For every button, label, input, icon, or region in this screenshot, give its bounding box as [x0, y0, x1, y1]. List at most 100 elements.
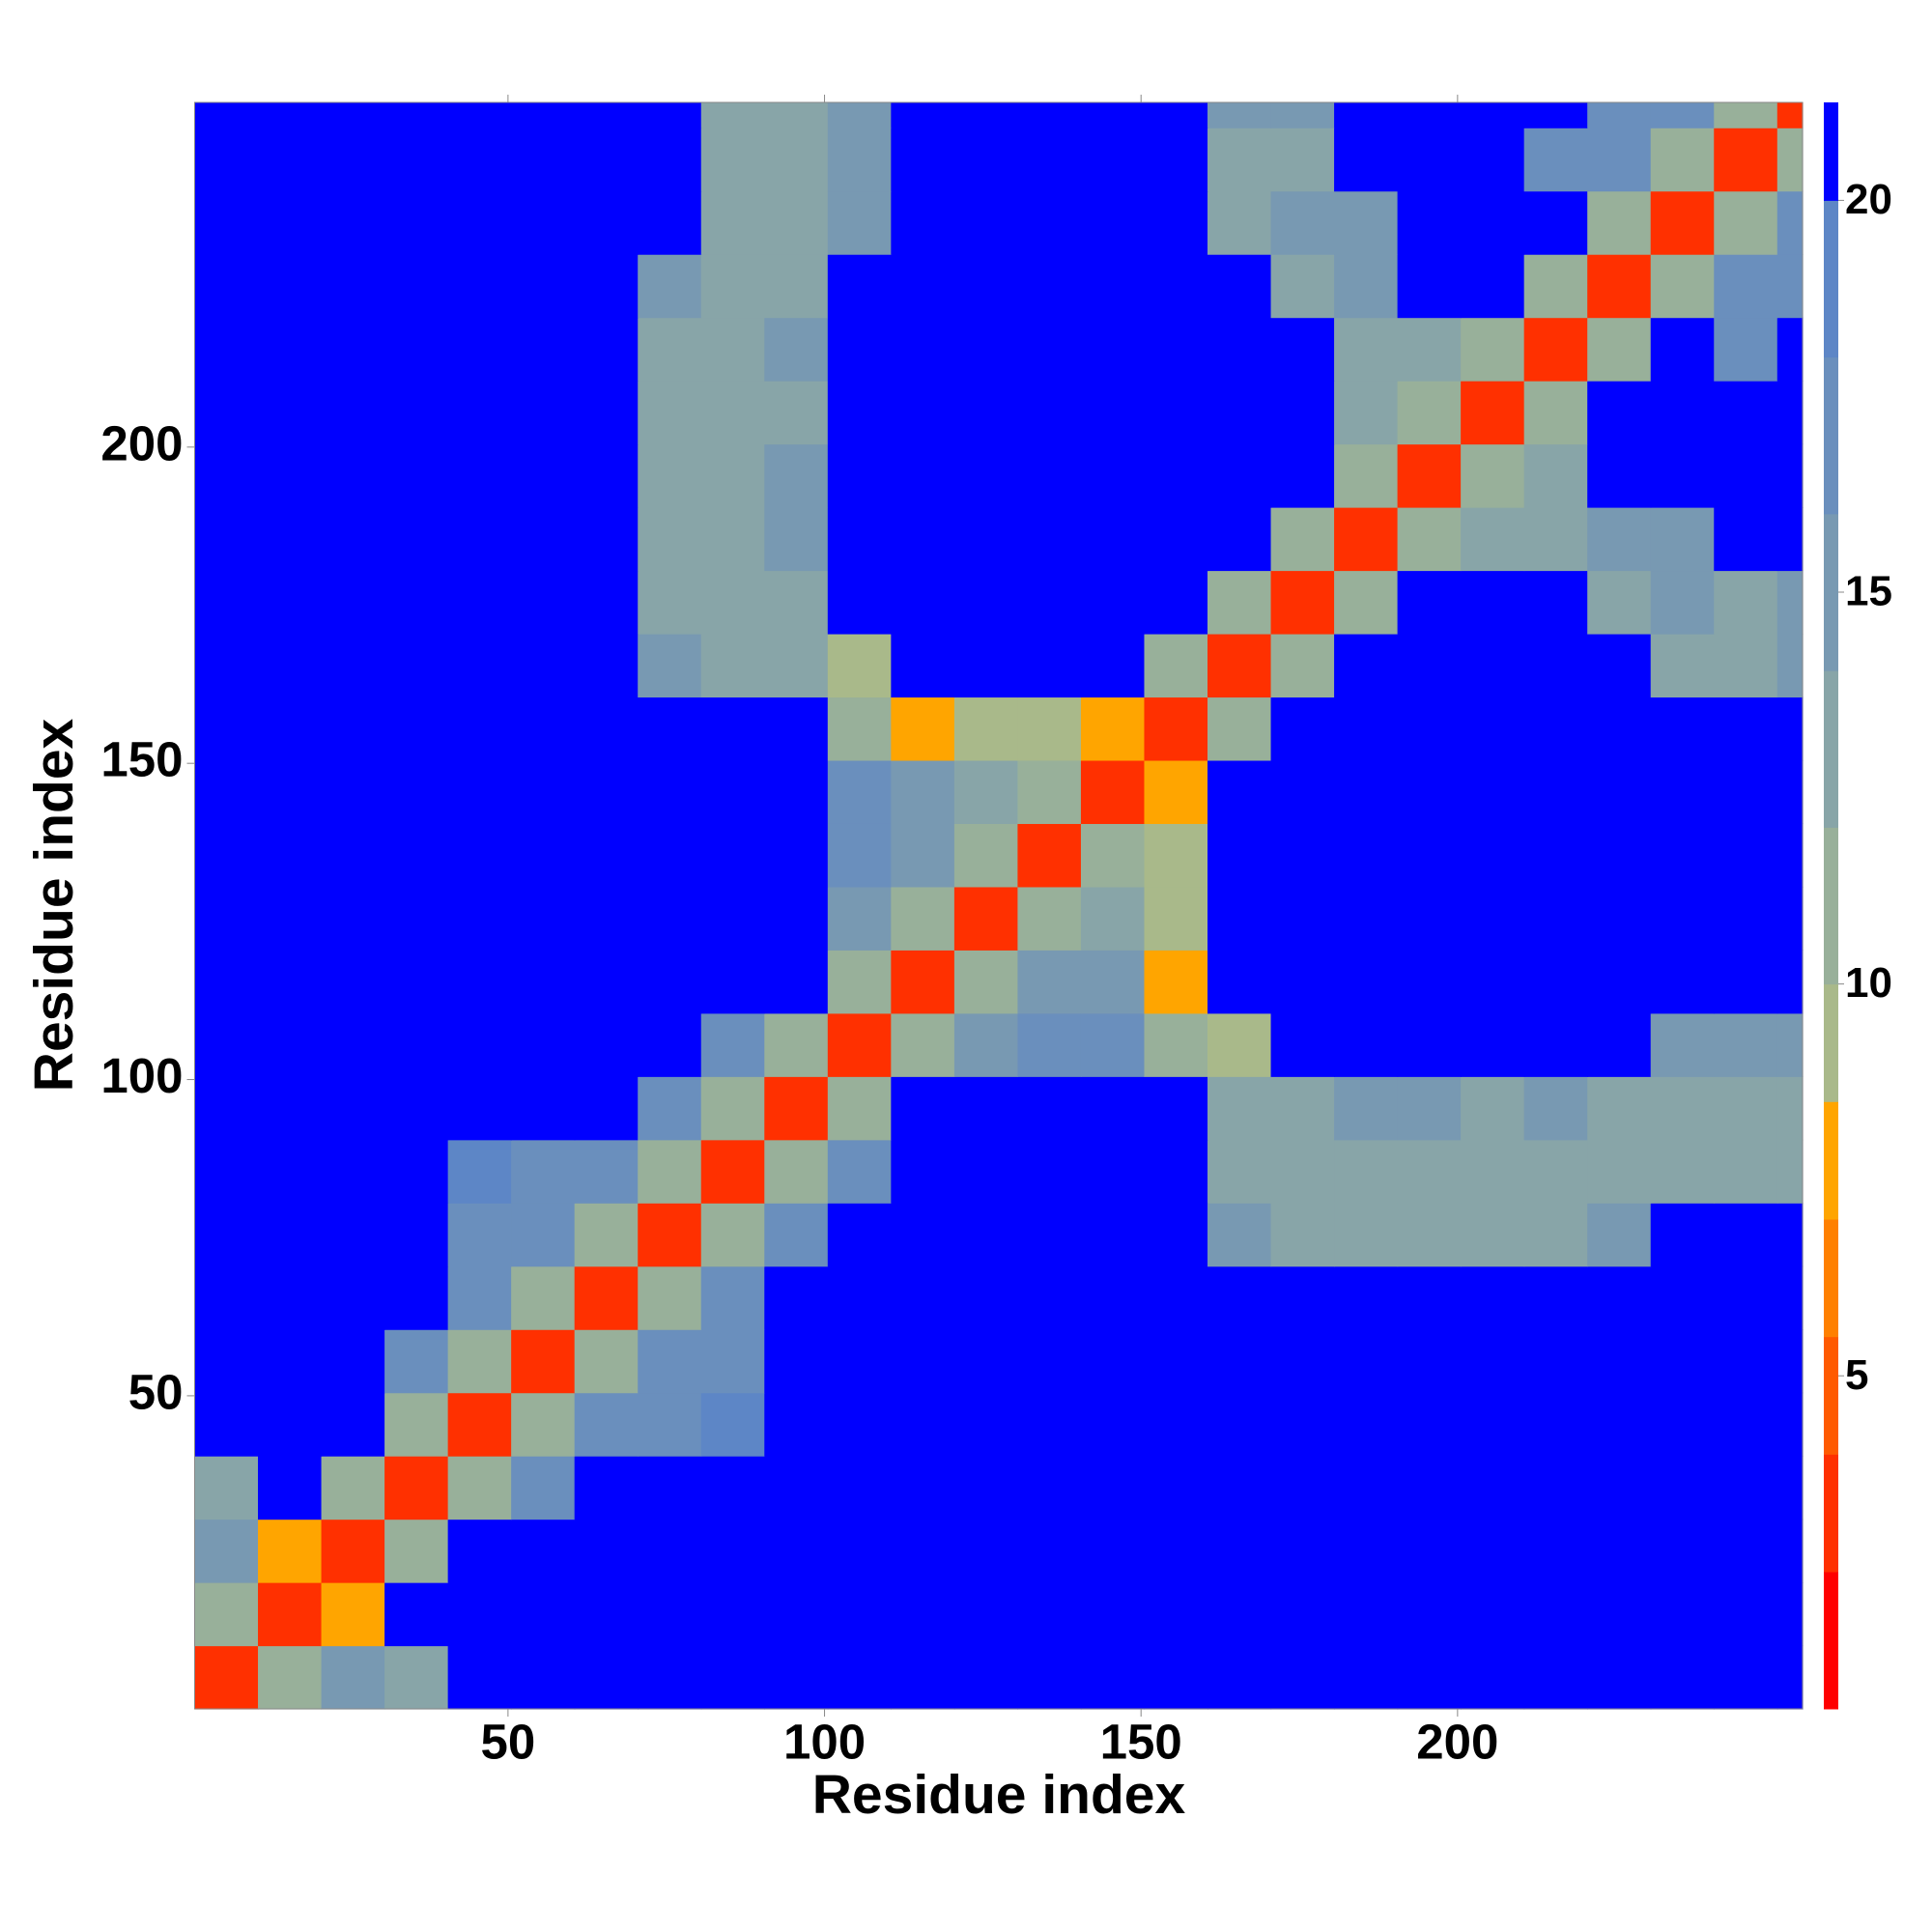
- heat-cell: [447, 570, 512, 635]
- heat-cell: [384, 507, 449, 572]
- colorbar-band: [1824, 670, 1838, 828]
- heat-cell: [638, 254, 702, 319]
- heat-cell: [1523, 1076, 1588, 1141]
- heat-cell: [1334, 1139, 1399, 1204]
- heat-cell: [1523, 1456, 1588, 1520]
- heat-cell: [194, 507, 259, 572]
- heat-cell: [1587, 1645, 1652, 1710]
- heat-cell: [1270, 254, 1335, 319]
- heat-cell: [1334, 381, 1399, 445]
- heat-cell: [384, 1456, 449, 1520]
- heat-cell: [764, 443, 829, 508]
- heat-cell: [1461, 570, 1525, 635]
- heat-cell: [1334, 1582, 1399, 1647]
- heat-cell: [1776, 1203, 1804, 1267]
- heat-cell: [1714, 317, 1778, 382]
- heat-cell: [700, 570, 765, 635]
- heat-cell: [1397, 1392, 1462, 1457]
- heat-cell: [1397, 696, 1462, 761]
- heat-cell: [953, 1392, 1019, 1457]
- heat-cell: [1461, 381, 1525, 445]
- heat-cell: [1017, 696, 1082, 761]
- heat-cell: [511, 1519, 576, 1583]
- heat-cell: [258, 1645, 323, 1710]
- heat-cell: [638, 507, 702, 572]
- heat-cell: [1208, 1329, 1272, 1394]
- heat-cell: [764, 950, 829, 1014]
- heat-cell: [1650, 128, 1715, 192]
- heat-cell: [1587, 254, 1652, 319]
- heat-cell: [1776, 190, 1804, 255]
- heat-cell: [638, 1456, 702, 1520]
- heat-cell: [384, 1329, 449, 1394]
- heat-cell: [511, 102, 576, 128]
- heat-cell: [1397, 1456, 1462, 1520]
- heat-cell: [1776, 507, 1804, 572]
- heat-cell: [321, 254, 385, 319]
- heat-cell: [1461, 1645, 1525, 1710]
- heat-cell: [1523, 381, 1588, 445]
- heat-cell: [638, 381, 702, 445]
- heat-cell: [1523, 633, 1588, 698]
- colorbar-band: [1824, 200, 1838, 358]
- heat-cell: [1714, 950, 1778, 1014]
- heat-cell: [511, 696, 576, 761]
- heat-cell: [574, 759, 639, 824]
- heat-cell: [1397, 1519, 1462, 1583]
- heat-cell: [1714, 1076, 1778, 1141]
- heat-cell: [1714, 1582, 1778, 1647]
- heat-cell: [194, 254, 259, 319]
- heat-cell: [1776, 886, 1804, 951]
- heat-cell: [1397, 1203, 1462, 1267]
- heat-cell: [384, 823, 449, 888]
- heat-cell: [953, 1645, 1019, 1710]
- heat-cell: [953, 1456, 1019, 1520]
- heat-cell: [258, 443, 323, 508]
- heat-cell: [638, 1203, 702, 1267]
- heat-cell: [827, 1392, 892, 1457]
- heat-cell: [1523, 443, 1588, 508]
- heat-cell: [953, 1582, 1019, 1647]
- heat-cell: [1144, 696, 1208, 761]
- heat-cell: [1334, 317, 1399, 382]
- heat-cell: [1714, 1139, 1778, 1204]
- heat-cell: [1144, 823, 1208, 888]
- heat-cell: [1144, 1012, 1208, 1077]
- heat-cell: [1714, 190, 1778, 255]
- heat-cell: [574, 1076, 639, 1141]
- heat-cell: [1017, 443, 1082, 508]
- heat-cell: [321, 1139, 385, 1204]
- heat-cell: [700, 1329, 765, 1394]
- heat-cell: [700, 759, 765, 824]
- heat-cell: [1776, 1456, 1804, 1520]
- heat-cell: [827, 254, 892, 319]
- y-tick-label: 100: [100, 1048, 183, 1103]
- heat-cell: [1080, 443, 1146, 508]
- heat-cell: [1080, 950, 1146, 1014]
- heat-cell: [764, 1392, 829, 1457]
- heat-cell: [953, 507, 1019, 572]
- heat-cell: [1270, 1012, 1335, 1077]
- heat-cell: [574, 570, 639, 635]
- heat-cell: [1080, 507, 1146, 572]
- heat-cell: [1080, 823, 1146, 888]
- heat-cell: [1017, 254, 1082, 319]
- heat-cell: [447, 254, 512, 319]
- heat-cell: [1587, 886, 1652, 951]
- heat-cell: [1523, 102, 1588, 128]
- heat-cell: [384, 1519, 449, 1583]
- heat-cell: [1334, 823, 1399, 888]
- colorbar-band: [1824, 1101, 1838, 1220]
- heat-cell: [764, 1076, 829, 1141]
- heat-cell: [1397, 128, 1462, 192]
- heat-cell: [1776, 1519, 1804, 1583]
- heat-cell: [1714, 886, 1778, 951]
- heat-cell: [384, 254, 449, 319]
- heat-cell: [258, 1139, 323, 1204]
- heat-cell: [447, 317, 512, 382]
- heat-cell: [891, 1076, 955, 1141]
- heat-cell: [1397, 1582, 1462, 1647]
- heat-cell: [891, 633, 955, 698]
- heat-cell: [891, 1519, 955, 1583]
- heat-cell: [1270, 1076, 1335, 1141]
